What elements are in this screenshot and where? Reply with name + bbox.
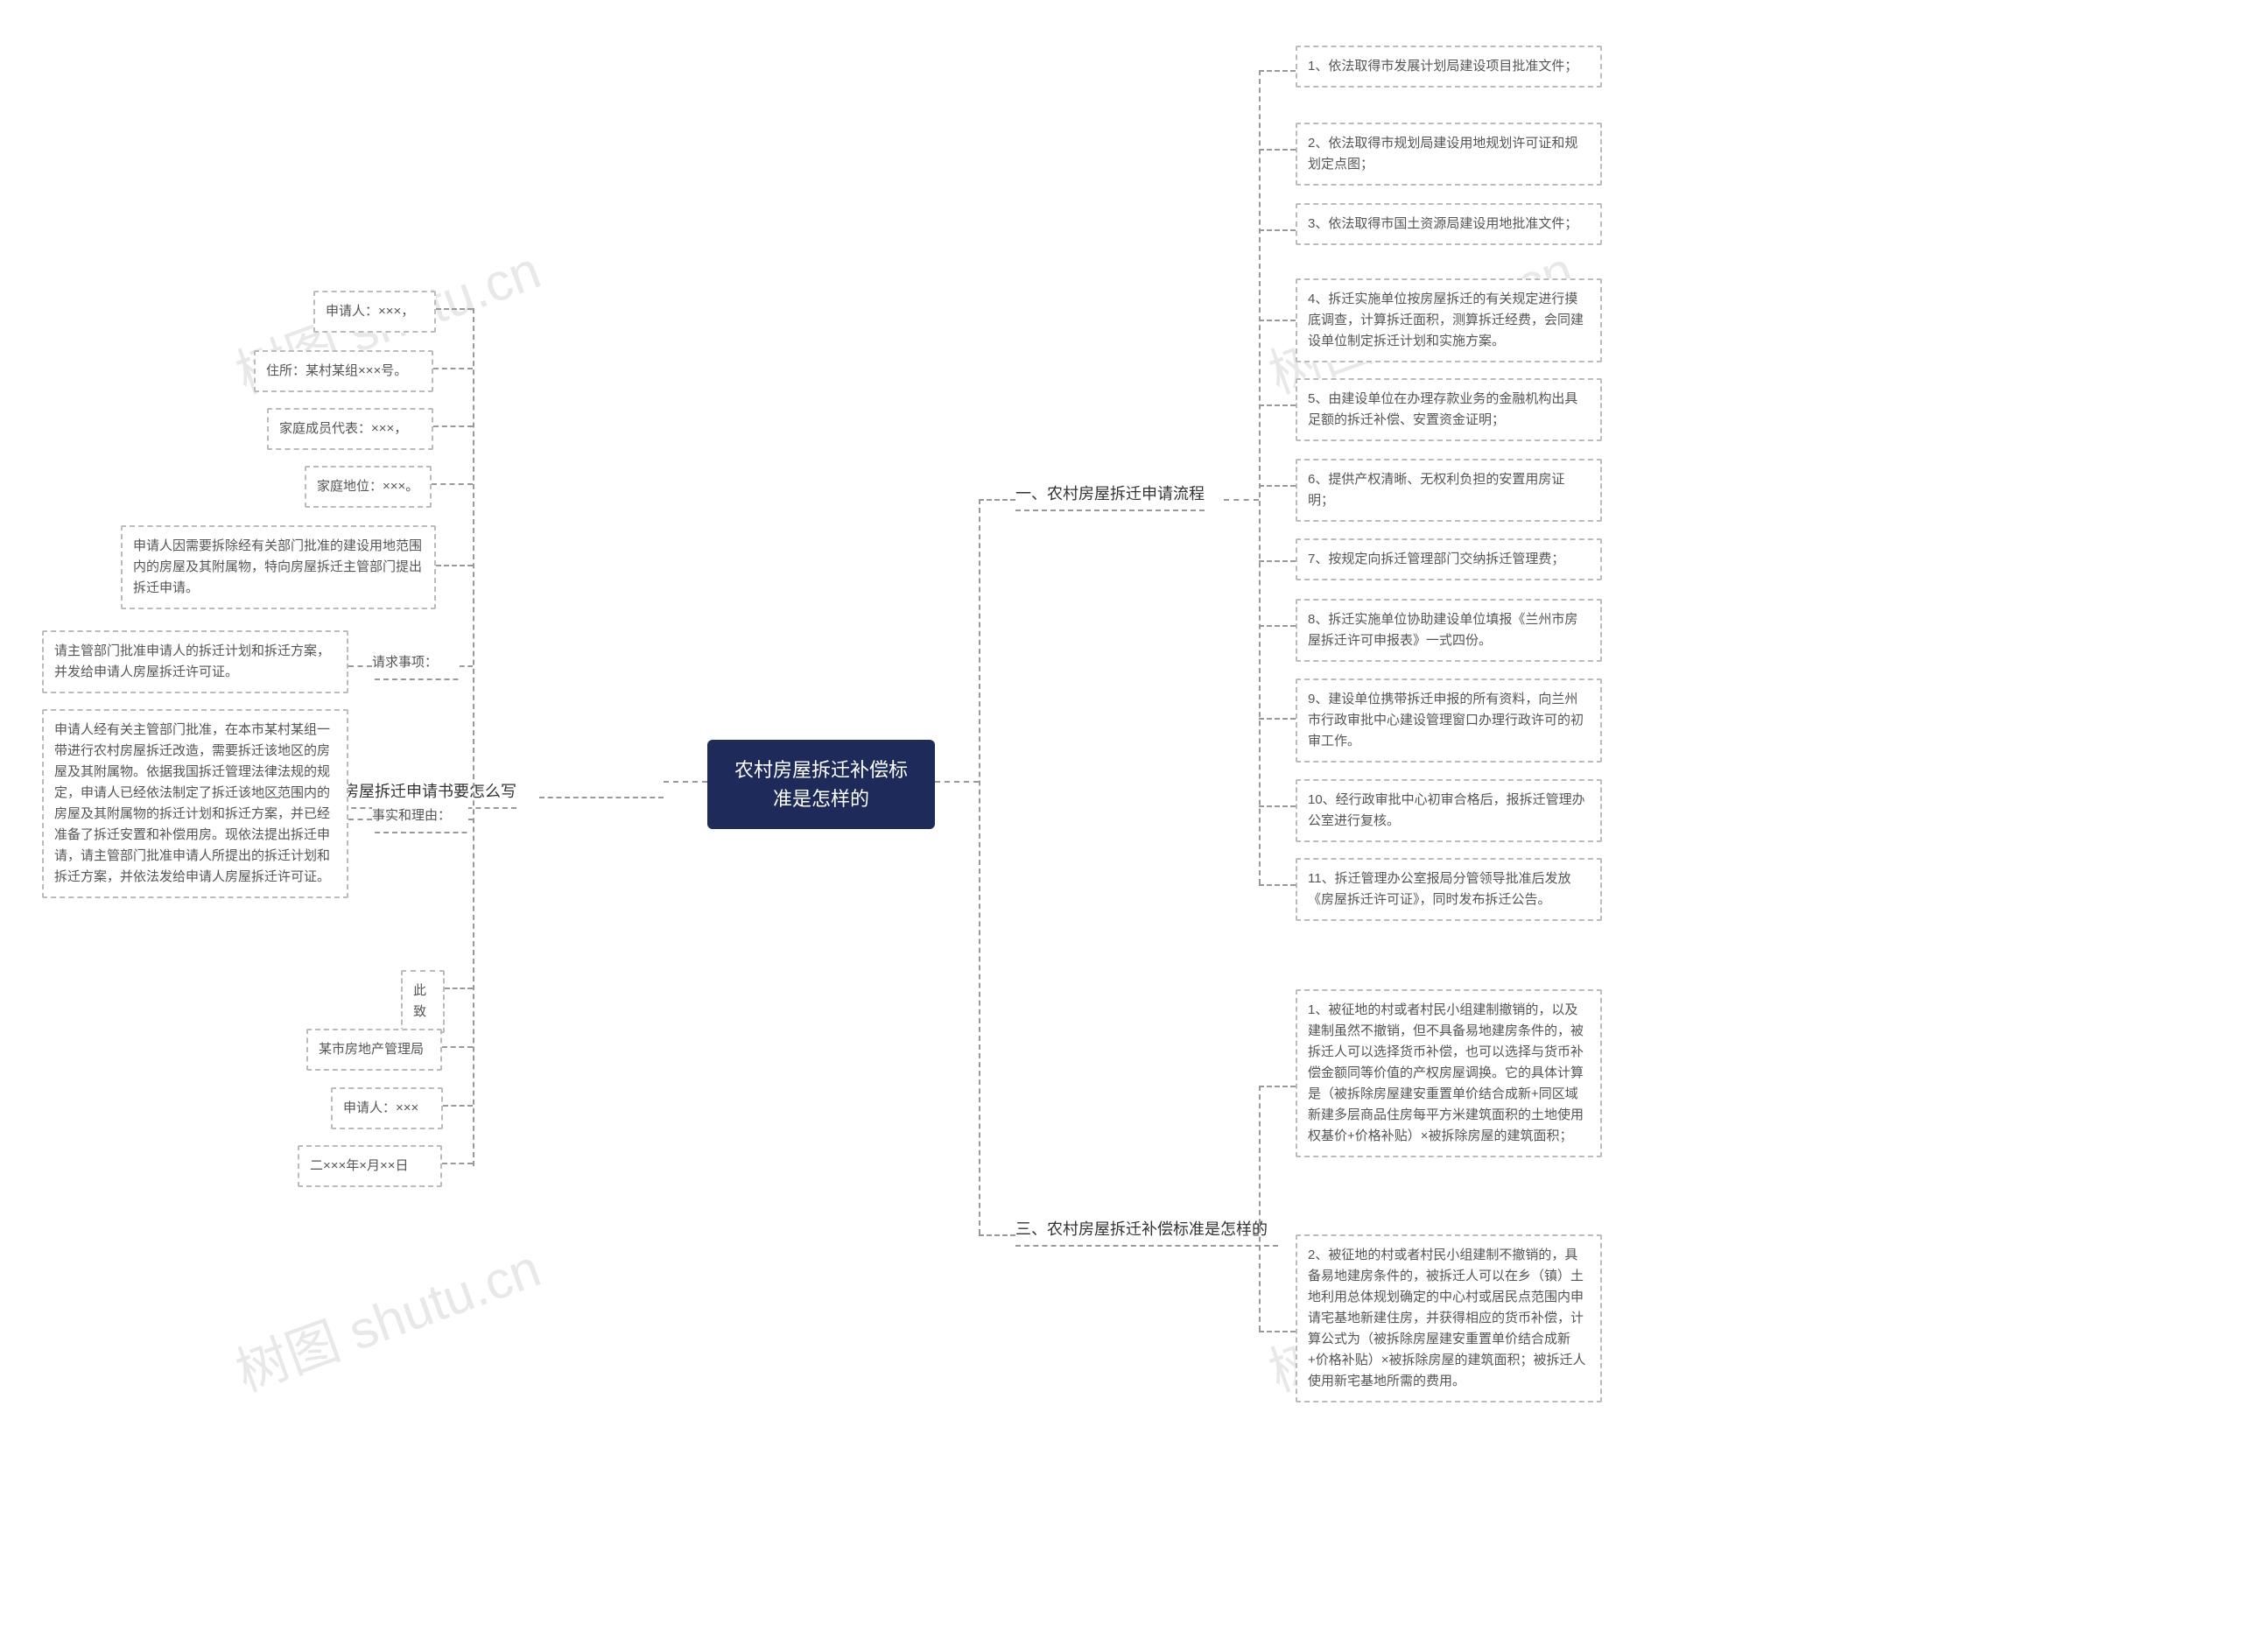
leaf: 申请人：××× [331, 1087, 443, 1129]
connector [473, 308, 474, 1166]
leaf: 5、由建设单位在办理存款业务的金融机构出具足额的拆迁补偿、安置资金证明； [1296, 378, 1602, 441]
leaf: 2、依法取得市规划局建设用地规划许可证和规划定点图； [1296, 123, 1602, 186]
connector [436, 308, 473, 310]
leaf: 申请人经有关主管部门批准，在本市某村某组一带进行农村房屋拆迁改造，需要拆迁该地区… [42, 709, 348, 898]
root-node: 农村房屋拆迁补偿标准是怎样的 [707, 740, 935, 829]
connector [664, 781, 707, 783]
leaf: 1、依法取得市发展计划局建设项目批准文件； [1296, 46, 1602, 88]
leaf: 请主管部门批准申请人的拆迁计划和拆迁方案，并发给申请人房屋拆迁许可证。 [42, 630, 348, 693]
connector [432, 483, 473, 485]
connector [1259, 320, 1296, 321]
connector [1259, 1086, 1261, 1331]
connector [979, 499, 980, 1234]
leaf-label: 事实和理由： [372, 805, 468, 833]
leaf: 此致 [401, 970, 445, 1033]
connector [1259, 560, 1296, 562]
connector [1259, 70, 1296, 72]
branch-3: 三、农村房屋拆迁补偿标准是怎样的 [1015, 1217, 1278, 1247]
leaf: 住所：某村某组×××号。 [254, 350, 433, 392]
connector [979, 1234, 1015, 1236]
connector [1224, 499, 1259, 501]
connector [442, 1046, 473, 1048]
watermark: 树图 shutu.cn [224, 1226, 549, 1406]
connector [1259, 1331, 1296, 1332]
connector [1259, 625, 1296, 627]
connector [1259, 884, 1296, 886]
leaf: 家庭成员代表：×××， [267, 408, 433, 450]
connector [348, 665, 372, 667]
connector [1259, 485, 1296, 487]
leaf: 4、拆迁实施单位按房屋拆迁的有关规定进行摸底调查，计算拆迁面积，测算拆迁经费，会… [1296, 278, 1602, 362]
leaf: 二×××年×月××日 [298, 1145, 442, 1187]
leaf: 3、依法取得市国土资源局建设用地批准文件； [1296, 203, 1602, 245]
leaf: 2、被征地的村或者村民小组建制不撤销的，具备易地建房条件的，被拆迁人可以在乡（镇… [1296, 1234, 1602, 1402]
leaf: 8、拆迁实施单位协助建设单位填报《兰州市房屋拆迁许可申报表》一式四份。 [1296, 599, 1602, 662]
connector [433, 425, 473, 427]
leaf: 申请人因需要拆除经有关部门批准的建设用地范围内的房屋及其附属物，特向房屋拆迁主管… [121, 525, 436, 609]
leaf: 11、拆迁管理办公室报局分管领导批准后发放《房屋拆迁许可证》，同时发布拆迁公告。 [1296, 858, 1602, 921]
connector [1243, 1234, 1259, 1236]
connector [1259, 229, 1296, 231]
connector [259, 797, 280, 798]
connector [935, 781, 979, 783]
connector [445, 988, 473, 989]
leaf: 1、被征地的村或者村民小组建制撤销的，以及建制虽然不撤销，但不具备易地建房条件的… [1296, 989, 1602, 1157]
connector [460, 665, 473, 667]
connector [348, 819, 372, 820]
connector [1259, 718, 1296, 720]
leaf: 6、提供产权清晰、无权利负担的安置用房证明； [1296, 459, 1602, 522]
connector [468, 819, 473, 820]
connector [979, 499, 1015, 501]
connector [433, 368, 473, 369]
connector [1259, 805, 1296, 807]
connector [1259, 149, 1296, 151]
connector [539, 797, 664, 798]
connector [442, 1163, 473, 1164]
connector [1259, 70, 1261, 884]
leaf: 家庭地位：×××。 [305, 466, 432, 508]
connector [1259, 1086, 1296, 1087]
connector [1259, 404, 1296, 406]
leaf-label: 请求事项： [372, 652, 460, 680]
leaf: 申请人：×××， [313, 291, 436, 333]
leaf: 10、经行政审批中心初审合格后，报拆迁管理办公室进行复核。 [1296, 779, 1602, 842]
connector [436, 565, 473, 566]
connector [443, 1105, 473, 1107]
leaf: 某市房地产管理局 [306, 1029, 442, 1071]
leaf: 7、按规定向拆迁管理部门交纳拆迁管理费； [1296, 538, 1602, 580]
branch-1: 一、农村房屋拆迁申请流程 [1015, 482, 1205, 511]
leaf: 9、建设单位携带拆迁申报的所有资料，向兰州市行政审批中心建设管理窗口办理行政许可… [1296, 678, 1602, 763]
